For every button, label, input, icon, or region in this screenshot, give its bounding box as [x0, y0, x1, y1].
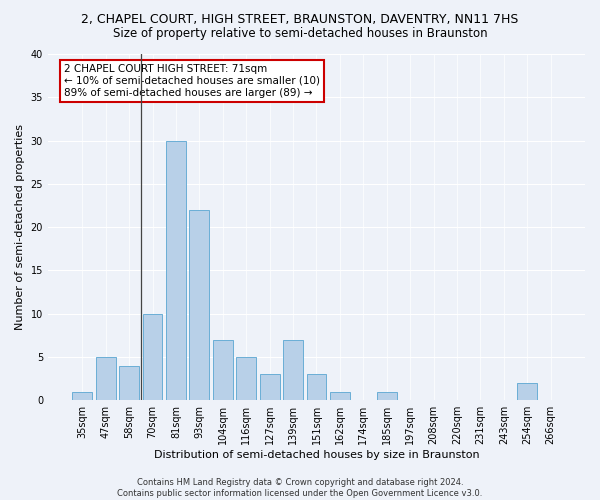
Bar — [377, 392, 397, 400]
Bar — [307, 374, 326, 400]
Bar — [119, 366, 139, 400]
Y-axis label: Number of semi-detached properties: Number of semi-detached properties — [15, 124, 25, 330]
Text: 2 CHAPEL COURT HIGH STREET: 71sqm
← 10% of semi-detached houses are smaller (10): 2 CHAPEL COURT HIGH STREET: 71sqm ← 10% … — [64, 64, 320, 98]
Bar — [143, 314, 163, 400]
Bar — [190, 210, 209, 400]
Bar — [73, 392, 92, 400]
X-axis label: Distribution of semi-detached houses by size in Braunston: Distribution of semi-detached houses by … — [154, 450, 479, 460]
Bar — [283, 340, 303, 400]
Bar — [236, 357, 256, 400]
Bar — [166, 140, 186, 400]
Text: Size of property relative to semi-detached houses in Braunston: Size of property relative to semi-detach… — [113, 28, 487, 40]
Bar — [517, 383, 537, 400]
Text: 2, CHAPEL COURT, HIGH STREET, BRAUNSTON, DAVENTRY, NN11 7HS: 2, CHAPEL COURT, HIGH STREET, BRAUNSTON,… — [82, 12, 518, 26]
Text: Contains HM Land Registry data © Crown copyright and database right 2024.
Contai: Contains HM Land Registry data © Crown c… — [118, 478, 482, 498]
Bar — [330, 392, 350, 400]
Bar — [213, 340, 233, 400]
Bar — [260, 374, 280, 400]
Bar — [96, 357, 116, 400]
